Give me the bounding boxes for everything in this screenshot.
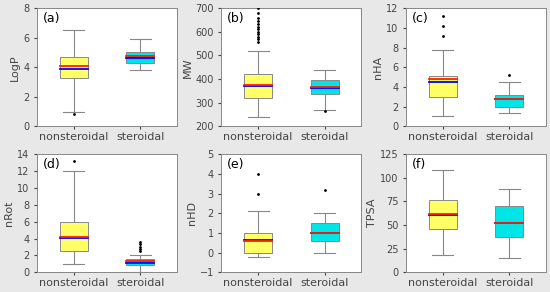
Text: (d): (d) — [42, 158, 60, 171]
Bar — [244, 233, 272, 253]
Text: (e): (e) — [227, 158, 245, 171]
Bar — [495, 95, 523, 107]
Text: (c): (c) — [411, 12, 428, 25]
Bar — [495, 206, 523, 237]
Text: (a): (a) — [42, 12, 60, 25]
Y-axis label: MW: MW — [183, 57, 192, 78]
Text: (f): (f) — [411, 158, 426, 171]
Y-axis label: nRot: nRot — [4, 201, 14, 226]
Bar — [59, 57, 87, 78]
Bar — [59, 222, 87, 251]
Y-axis label: nHA: nHA — [373, 56, 383, 79]
Bar — [311, 223, 339, 241]
Bar — [126, 259, 154, 265]
Bar — [126, 52, 154, 63]
Bar — [428, 201, 456, 229]
Y-axis label: TPSA: TPSA — [367, 199, 377, 227]
Y-axis label: nHD: nHD — [187, 201, 197, 225]
Bar — [311, 80, 339, 94]
Bar — [428, 76, 456, 97]
Bar — [244, 74, 272, 98]
Y-axis label: LogP: LogP — [10, 54, 20, 81]
Text: (b): (b) — [227, 12, 245, 25]
